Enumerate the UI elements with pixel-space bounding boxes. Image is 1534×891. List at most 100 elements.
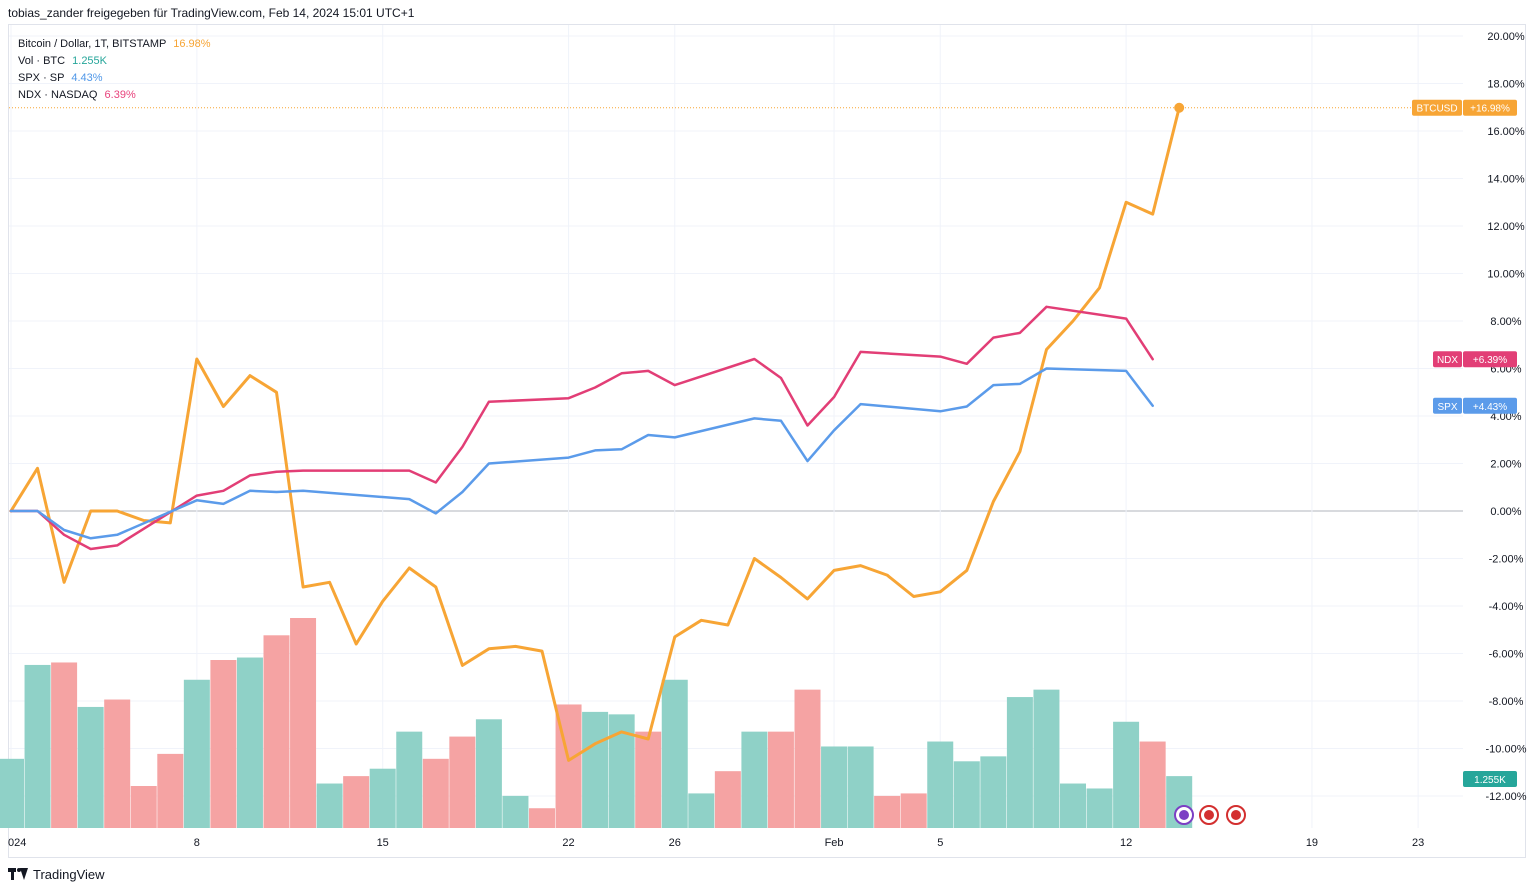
x-tick-label: 22 xyxy=(562,837,574,849)
axis-tag-spx: SPX +4.43% xyxy=(1433,397,1517,414)
volume-bar xyxy=(1060,783,1086,828)
x-tick-label: 26 xyxy=(669,837,681,849)
series-line-btcusd xyxy=(9,106,1181,762)
volume-bar xyxy=(263,635,290,828)
axis-tag-value-box xyxy=(1463,351,1517,368)
volume-bar xyxy=(635,731,662,828)
volume-bar xyxy=(104,699,131,828)
axis-tag-name-box xyxy=(1433,351,1462,368)
volume-bar xyxy=(396,731,423,828)
volume-bar xyxy=(290,618,317,828)
volume-bar xyxy=(821,746,848,828)
volume-bar xyxy=(714,771,741,828)
axis-tag-value: +16.98% xyxy=(1470,104,1510,115)
volume-bar xyxy=(236,657,263,828)
volume-bar xyxy=(422,758,449,828)
volume-tag-value: 1.255K xyxy=(1474,775,1506,786)
volume-bar xyxy=(874,795,901,828)
y-tick-label: 16.00% xyxy=(1487,126,1525,138)
x-tick-label: 5 xyxy=(937,837,943,849)
volume-bar xyxy=(1139,741,1166,828)
legend-label: SPX · SP xyxy=(18,72,65,84)
us-flag-event-icon-core xyxy=(1204,810,1214,820)
legend-row-volume[interactable]: Vol · BTC 1.255K xyxy=(18,53,211,70)
volume-bar xyxy=(1086,788,1113,828)
footer: TradingView xyxy=(8,865,105,883)
axis-tag-name: BTCUSD xyxy=(1416,104,1457,115)
legend-row-ndx[interactable]: NDX · NASDAQ 6.39% xyxy=(18,87,211,104)
y-tick-label: 10.00% xyxy=(1487,269,1525,281)
volume-bar xyxy=(927,741,954,828)
volume-bar xyxy=(77,706,104,828)
legend-value: 4.43% xyxy=(71,72,103,84)
legend-row-spx[interactable]: SPX · SP 4.43% xyxy=(18,70,211,87)
us-flag-event-icon-core xyxy=(1231,810,1241,820)
x-tick-label: 19 xyxy=(1306,837,1318,849)
btc-last-point xyxy=(1174,102,1185,113)
axis-tag-value: +4.43% xyxy=(1473,402,1507,413)
legend-label: Bitcoin / Dollar, 1T, BITSTAMP xyxy=(18,38,167,50)
y-tick-label: 14.00% xyxy=(1487,174,1525,186)
series-line-spx xyxy=(9,367,1154,540)
legend-label: NDX · NASDAQ xyxy=(18,89,98,101)
y-tick-label: 20.00% xyxy=(1487,31,1525,43)
legend-value: 6.39% xyxy=(104,89,136,101)
x-tick-label: 024 xyxy=(8,837,26,849)
legend-label: Vol · BTC xyxy=(18,55,66,67)
y-tick-label: 2.00% xyxy=(1490,459,1521,471)
y-tick-label: -12.00% xyxy=(1486,791,1527,803)
legend-row-btc[interactable]: Bitcoin / Dollar, 1T, BITSTAMP 16.98% xyxy=(18,36,211,53)
y-tick-label: 12.00% xyxy=(1487,221,1525,233)
legend-value: 1.255K xyxy=(72,55,108,67)
y-tick-label: 8.00% xyxy=(1490,316,1521,328)
volume-bar xyxy=(900,793,927,828)
volume-bar xyxy=(847,746,874,828)
volume-bar xyxy=(582,711,609,828)
series-line-ndx xyxy=(9,305,1154,551)
y-tick-label: -2.00% xyxy=(1489,554,1524,566)
axis-tag-value: +6.39% xyxy=(1473,355,1507,366)
volume-bar xyxy=(741,731,768,828)
volume-bar xyxy=(369,768,396,828)
y-tick-label: 0.00% xyxy=(1490,506,1521,518)
volume-bar xyxy=(24,664,51,828)
x-tick-label: 8 xyxy=(194,837,200,849)
volume-bar xyxy=(1113,721,1140,828)
volume-bar xyxy=(688,793,715,828)
axis-tag-value-box xyxy=(1463,99,1517,116)
volume-bar xyxy=(449,736,476,828)
x-tick-label: Feb xyxy=(825,837,844,849)
snapshot-header: tobias_zander freigegeben für TradingVie… xyxy=(8,6,415,20)
volume-bar xyxy=(475,719,502,828)
x-tick-label: 15 xyxy=(377,837,389,849)
us-flag-event-icon[interactable] xyxy=(1199,805,1219,825)
axis-tag-name: NDX xyxy=(1437,355,1458,366)
axis-tag-name: SPX xyxy=(1437,402,1457,413)
legend-value: 16.98% xyxy=(173,38,211,50)
y-tick-label: 18.00% xyxy=(1487,79,1525,91)
axis-tag-ndx: NDX +6.39% xyxy=(1433,351,1517,368)
volume-bar xyxy=(183,679,210,828)
y-tick-label: -8.00% xyxy=(1489,696,1524,708)
volume-bar xyxy=(343,776,370,828)
volume-bar xyxy=(661,679,688,828)
volume-bar xyxy=(130,786,157,828)
volume-bar xyxy=(953,761,980,828)
axis-tag-value-box xyxy=(1463,397,1517,414)
event-marker-icon[interactable] xyxy=(1174,805,1194,825)
volume-tag-box xyxy=(1463,771,1517,787)
axis-tag-name-box xyxy=(1412,99,1462,116)
brand-name: TradingView xyxy=(33,866,105,882)
volume-bar xyxy=(1033,689,1060,828)
axis-tag-btcusd: BTCUSD +16.98% xyxy=(1412,99,1517,116)
us-flag-event-icon[interactable] xyxy=(1226,805,1246,825)
volume-bar xyxy=(529,808,555,828)
y-tick-label: 4.00% xyxy=(1490,411,1521,423)
legend: Bitcoin / Dollar, 1T, BITSTAMP 16.98% Vo… xyxy=(18,36,211,104)
volume-bar xyxy=(767,731,794,828)
chart-frame xyxy=(8,24,1526,858)
volume-bar xyxy=(502,795,529,828)
x-tick-label: 23 xyxy=(1412,837,1424,849)
tradingview-logo-icon xyxy=(8,868,28,880)
